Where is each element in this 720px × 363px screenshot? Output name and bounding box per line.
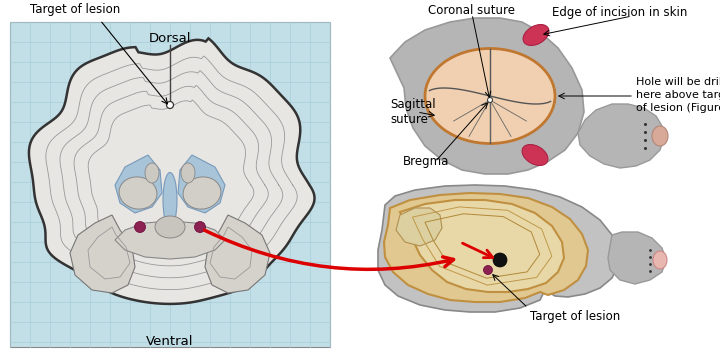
Ellipse shape bbox=[653, 251, 667, 269]
Bar bbox=[10, 22, 330, 347]
Polygon shape bbox=[578, 104, 664, 168]
Polygon shape bbox=[29, 38, 315, 304]
Text: Bregma: Bregma bbox=[403, 155, 449, 168]
Polygon shape bbox=[390, 18, 584, 174]
Polygon shape bbox=[205, 215, 270, 293]
Polygon shape bbox=[400, 200, 564, 292]
Ellipse shape bbox=[183, 177, 221, 209]
Text: Hole will be drilled
here above target
of lesion (Figure 5.5): Hole will be drilled here above target o… bbox=[636, 77, 720, 113]
Ellipse shape bbox=[155, 216, 185, 238]
Circle shape bbox=[484, 265, 492, 274]
Text: Ventral: Ventral bbox=[146, 335, 194, 348]
Circle shape bbox=[135, 221, 145, 232]
Ellipse shape bbox=[523, 25, 549, 45]
Text: Dorsal: Dorsal bbox=[149, 32, 192, 45]
Polygon shape bbox=[115, 155, 162, 213]
Text: Edge of incision in skin: Edge of incision in skin bbox=[552, 6, 688, 19]
Ellipse shape bbox=[425, 49, 555, 143]
Text: Sagittal
suture: Sagittal suture bbox=[390, 98, 436, 126]
Circle shape bbox=[493, 253, 507, 267]
Circle shape bbox=[194, 221, 205, 232]
Ellipse shape bbox=[652, 126, 668, 146]
Polygon shape bbox=[115, 221, 225, 259]
Text: Coronal suture: Coronal suture bbox=[428, 4, 516, 17]
Text: Target of lesion: Target of lesion bbox=[30, 3, 120, 16]
Ellipse shape bbox=[163, 172, 177, 228]
Polygon shape bbox=[396, 208, 442, 246]
Text: Target of lesion: Target of lesion bbox=[530, 310, 620, 323]
Circle shape bbox=[487, 98, 492, 102]
Ellipse shape bbox=[119, 177, 157, 209]
Ellipse shape bbox=[181, 163, 195, 183]
Polygon shape bbox=[70, 215, 135, 293]
Circle shape bbox=[166, 102, 174, 109]
Polygon shape bbox=[178, 155, 225, 213]
Polygon shape bbox=[378, 185, 618, 312]
Ellipse shape bbox=[522, 144, 548, 166]
Polygon shape bbox=[608, 232, 666, 284]
Polygon shape bbox=[384, 193, 588, 302]
Ellipse shape bbox=[145, 163, 159, 183]
